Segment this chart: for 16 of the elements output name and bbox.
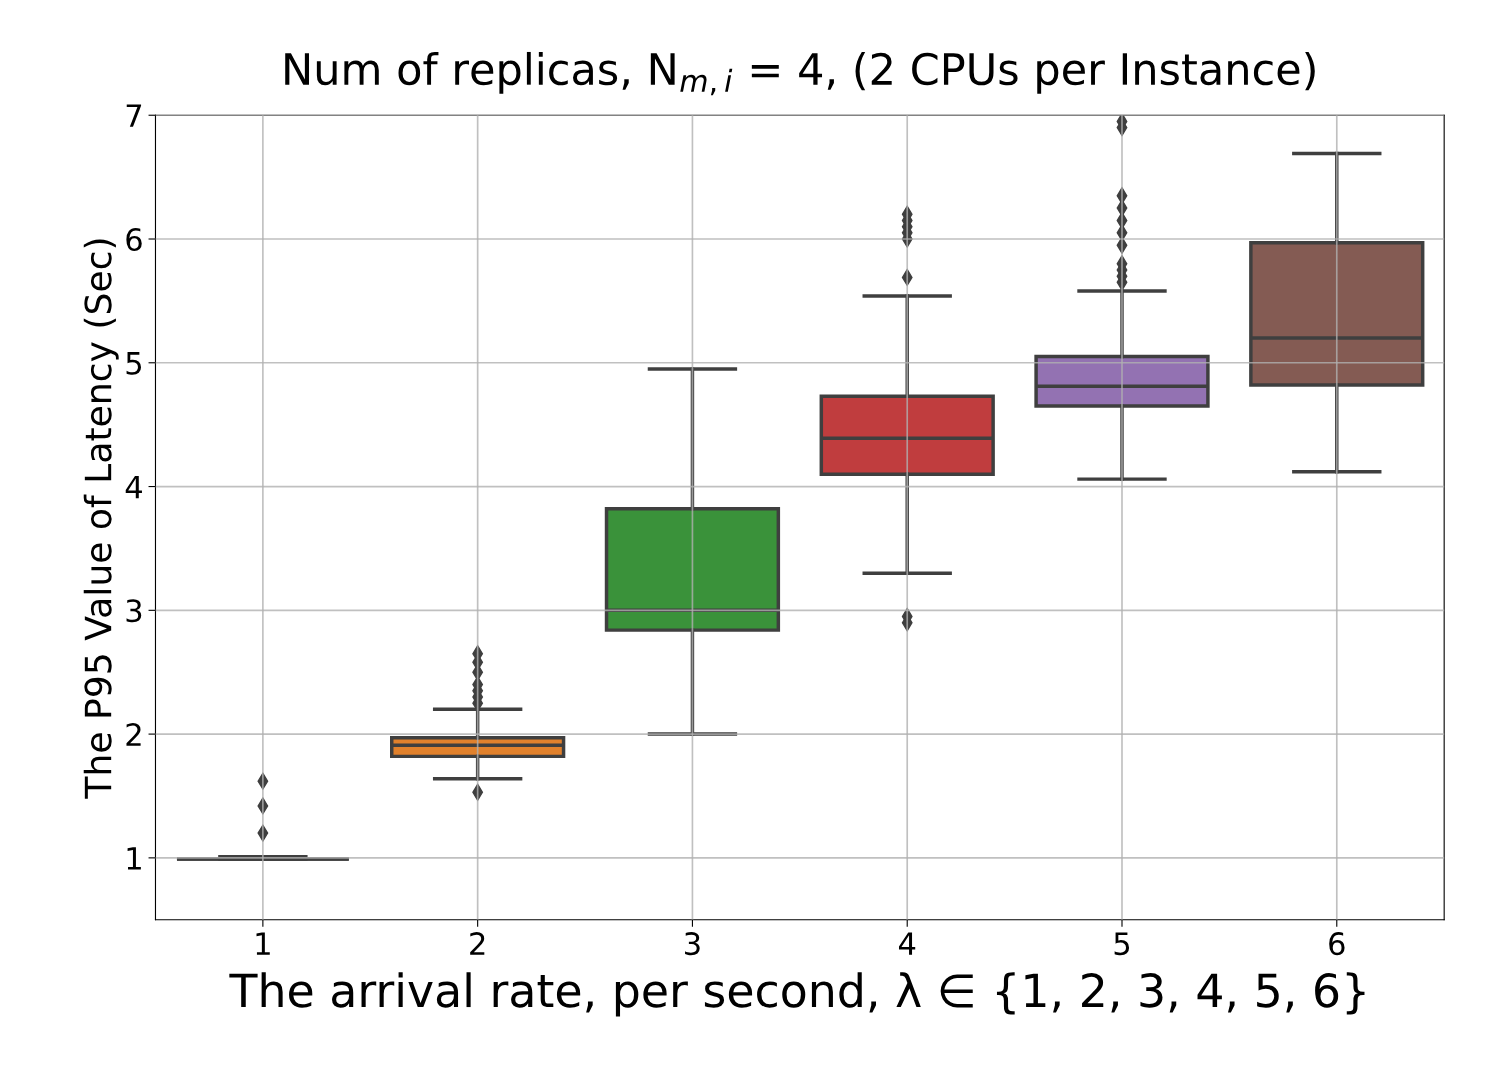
chart-title: Num of replicas, N$_{m,i}$ = 4, (2 CPUs per Instance) <box>285 51 1315 96</box>
y-tick-label: 3 <box>126 599 142 623</box>
x-tick-label: 2 <box>470 932 485 955</box>
x-tick-label: 1 <box>256 932 270 955</box>
x-tick-label: 6 <box>1329 932 1345 956</box>
x-tick-label: 5 <box>1114 932 1130 956</box>
y-tick-label: 5 <box>126 352 142 375</box>
x-tick-label: 3 <box>685 932 700 956</box>
y-tick-label: 6 <box>126 227 142 252</box>
x-axis-title: The arrival rate, per second, λ ∈ {1, 2, 3, 4, 5, 6} <box>229 972 1365 1017</box>
y-tick-label: 2 <box>126 723 141 746</box>
y-tick-label: 4 <box>125 475 142 499</box>
y-tick-label: 1 <box>127 847 141 870</box>
x-tick-label: 4 <box>898 932 916 955</box>
y-axis-title: The P95 Value of Latency (Sec) <box>83 239 119 799</box>
y-tick-label: 7 <box>126 104 142 127</box>
